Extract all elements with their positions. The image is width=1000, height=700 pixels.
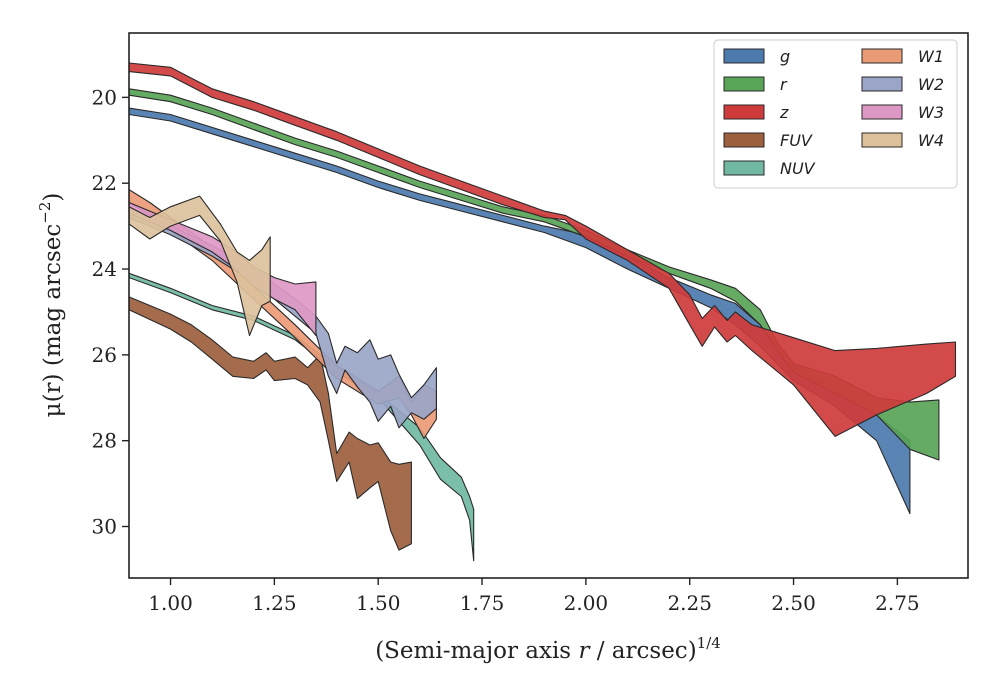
legend-label-w2: W2 [918,75,944,94]
series-band-w4 [129,195,271,337]
x-tick-label: 2.75 [875,591,920,615]
legend-label-w1: W1 [918,47,944,66]
series-band-g [129,107,911,515]
x-tick-label: 1.50 [356,591,401,615]
y-axis-label: μ(r) (mag arcsec−2) [36,193,66,418]
y-tick-label: 22 [92,171,117,195]
legend-label-g: g [780,47,790,66]
y-tick-label: 28 [92,429,117,453]
y-axis-label-main: μ(r) (mag arcsec [40,224,66,418]
x-tick-label: 2.25 [667,591,712,615]
legend-swatch-z [723,104,765,120]
x-tick-label: 1.75 [460,591,505,615]
legend-label-r: r [780,75,788,94]
legend-label-w3: W3 [918,103,944,122]
x-tick-label: 2.50 [771,591,816,615]
y-axis: 20 22 24 26 28 30 [92,85,129,539]
legend-swatch-w4 [861,132,903,148]
legend-swatch-w2 [861,76,903,92]
x-axis-label: (Semi-major axis r / arcsec)1/4 [375,634,721,664]
x-axis-label-sup: 1/4 [697,634,721,652]
x-tick-label: 1.25 [252,591,297,615]
legend-label-fuv: FUV [780,131,813,150]
legend-swatch-g [723,48,765,64]
plot-frame [128,32,969,579]
x-axis-label-main: (Semi-major axis [375,638,578,664]
legend-label-z: z [779,103,789,122]
series-band-fuv [129,296,412,551]
y-tick-label: 20 [92,85,117,109]
x-tick-label: 2.00 [564,591,609,615]
x-axis: 1.00 1.25 1.50 1.75 2.00 2.25 2.50 2.75 [148,578,920,615]
legend-label-w4: W4 [918,131,944,150]
y-tick-label: 24 [92,257,117,281]
series-layer [129,62,957,562]
legend-label-nuv: NUV [780,159,816,178]
y-axis-label-tail: ) [40,193,66,202]
y-tick-label: 30 [92,515,117,539]
series-band-r [129,88,940,461]
series-band-z [129,62,957,437]
x-axis-label-var: r [578,638,591,664]
legend-swatch-w3 [861,104,903,120]
y-tick-label: 26 [92,343,117,367]
legend-swatch-r [723,76,765,92]
legend: grz FUV NUV W1 W2 W3 W4 [713,39,958,189]
legend-swatch-fuv [723,132,765,148]
x-tick-label: 1.00 [148,591,193,615]
y-axis-label-sup: −2 [36,202,54,224]
legend-swatch-nuv [723,160,765,176]
legend-swatch-w1 [861,48,903,64]
x-axis-label-tail: / arcsec) [589,638,696,664]
